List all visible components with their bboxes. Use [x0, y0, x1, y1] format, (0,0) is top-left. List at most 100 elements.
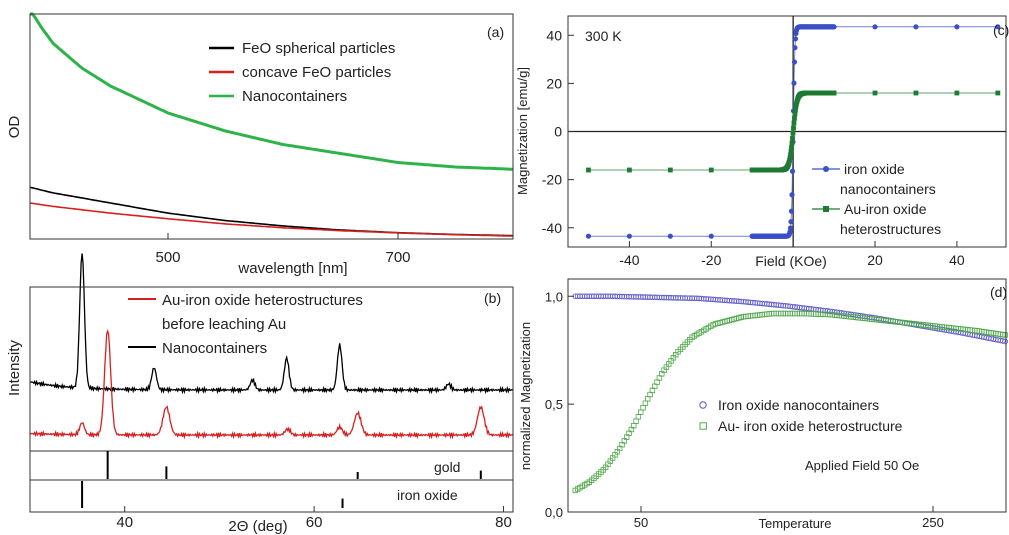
panel-c-legend-label-0b: nanocontainers — [840, 181, 936, 197]
panel-c-series-1-point-95 — [791, 120, 797, 126]
panel-a-xticks: 500 700 — [155, 233, 411, 266]
panel-c-yticks: -40 -20 0 20 40 — [542, 27, 574, 236]
panel-c-series-0-point-1 — [626, 233, 633, 239]
panel-a-label: (a) — [487, 24, 504, 40]
panel-b-frame — [29, 286, 514, 513]
panel-c-xtick-label-3: 40 — [949, 252, 965, 268]
panel-c-ytick-label-1: -20 — [542, 172, 562, 188]
panel-b-series-line-0 — [29, 253, 514, 395]
panel-d-series — [572, 293, 1008, 494]
panel-c-ytick-label-0: -40 — [542, 220, 562, 236]
panel-b-xlabel: 2Θ (deg) — [228, 518, 287, 535]
panel-d-xtick-label-1: 250 — [922, 515, 944, 530]
panel-c-series-1-point-98 — [793, 107, 798, 113]
panel-d-xtick-label-0: 50 — [634, 515, 648, 530]
panel-b-label: (b) — [484, 290, 501, 306]
panel-d: (d) Applied Field 50 Oe Iron oxide nanoc… — [518, 278, 1008, 531]
panel-a-xtick-label-1: 700 — [385, 249, 410, 266]
panel-c-series-1-point-90 — [789, 145, 794, 150]
panel-d-ytick-label-2: 1,0 — [545, 289, 563, 304]
panel-a-series-line-1 — [29, 202, 514, 237]
panel-c: 300 K (c) iron oxide nanocontainers Au-iro… — [515, 15, 1009, 269]
panel-d-series-0-point-183 — [999, 338, 1006, 344]
panel-b-ref-iron-oxide-label: iron oxide — [397, 487, 458, 503]
panel-d-legend-marker-1 — [699, 422, 707, 430]
panel-d-legend: Iron oxide nanocontainers Au- iron oxide … — [699, 397, 903, 434]
panel-d-xticks: 50 250 — [634, 506, 944, 530]
panel-c-ytick-label-2: 0 — [554, 124, 562, 140]
panel-d-frame — [567, 278, 1007, 513]
panel-d-series-1-point-184 — [1002, 332, 1008, 338]
panel-b-legend: Au-iron oxide heterostructures before lea… — [128, 292, 363, 357]
panel-c-series-1-point-8 — [954, 90, 960, 96]
panel-c-ytick-label-3: 20 — [546, 75, 562, 91]
panel-a-legend-label-0: FeO spherical particles — [242, 40, 395, 57]
panel-d-yticks: 0,0 0,5 1,0 — [545, 289, 574, 520]
panel-c-series — [585, 24, 1001, 239]
panel-c-xtick-label-1: -20 — [701, 252, 721, 268]
panel-c-series-1-point-3 — [708, 167, 714, 173]
panel-c-series-1-point-7 — [913, 90, 919, 96]
panel-b-legend-label-1: Nanocontainers — [162, 340, 267, 357]
panel-c-series-1-point-91 — [789, 140, 795, 146]
panel-c-series-0-point-2 — [667, 233, 673, 239]
panel-c-series-1-point-6 — [872, 90, 878, 96]
panel-c-series-0-point-97 — [792, 45, 798, 51]
panel-d-series-1-point-28 — [638, 409, 644, 415]
panel-b-ref-gold-label: gold — [434, 459, 460, 475]
panel-c-series-0-point-3 — [708, 233, 714, 239]
panel-c-series-1-point-89 — [788, 149, 794, 154]
panel-b-xticks: 40 60 80 — [116, 506, 512, 531]
panel-a-legend-label-1: concave FeO particles — [242, 64, 391, 81]
panel-b-xtick-label-0: 40 — [116, 514, 133, 531]
panel-c-legend-label-1: Au-iron oxide — [844, 201, 927, 217]
panel-d-series-1-point-30 — [642, 400, 649, 406]
panel-c-series-0-point-0 — [585, 233, 592, 239]
panel-c-series-1-point-86 — [787, 158, 792, 163]
panel-c-series-1-point-93 — [790, 130, 796, 136]
panel-a-frame — [29, 13, 514, 240]
panel-d-series-1-point-29 — [640, 405, 646, 411]
panel-c-xlabel: Field (KOe) — [755, 253, 827, 269]
panel-c-axes — [568, 16, 1006, 247]
panel-c-series-1-point-176 — [831, 90, 837, 96]
panel-c-series-1-point-99 — [793, 104, 799, 110]
panel-c-series-1-point-2 — [667, 167, 673, 173]
panel-c-series-0-point-96 — [791, 59, 798, 65]
panel-d-ylabel: normalized Magnetization — [518, 322, 533, 470]
panel-d-series-1-point-27 — [635, 414, 642, 420]
panel-c-legend-label-0: iron oxide — [844, 161, 905, 177]
panel-c-series-0-point-89 — [788, 219, 794, 225]
panel-b-xtick-label-1: 60 — [306, 514, 323, 531]
panel-c-series-0-point-176 — [831, 24, 837, 30]
panel-c-series-1-point-0 — [586, 167, 591, 173]
panel-c-series-0-point-92 — [789, 168, 796, 174]
panel-a-xtick-label-0: 500 — [155, 249, 180, 266]
panel-b-legend-label-0b: before leaching Au — [162, 316, 286, 333]
panel-c-series-0-point-95 — [791, 80, 797, 86]
panel-c-legend-marker-1 — [823, 206, 829, 212]
panel-b-ylabel: Intensity — [6, 340, 23, 396]
panel-c-annotation: 300 K — [585, 28, 622, 44]
panel-c-series-1-point-92 — [790, 135, 795, 141]
panel-c-series-1-point-94 — [791, 125, 796, 131]
panel-c-series-0-point-88 — [787, 225, 794, 231]
panel-b-series — [29, 253, 514, 440]
panel-d-ytick-label-1: 0,5 — [545, 397, 563, 412]
panel-c-series-1-point-96 — [792, 115, 797, 121]
panel-d-series-0-point-184 — [1002, 338, 1008, 345]
panel-d-ytick-label-0: 0,0 — [545, 505, 563, 520]
panel-d-annotation: Applied Field 50 Oe — [805, 458, 919, 473]
panel-d-xlabel: Temperature — [759, 516, 832, 531]
panel-c-legend-label-1b: heterostructures — [840, 221, 941, 237]
panel-c-label: (c) — [993, 22, 1009, 38]
panel-b-legend-label-0: Au-iron oxide heterostructures — [162, 292, 363, 309]
panel-c-series-0-point-7 — [913, 24, 919, 30]
panel-d-series-1-point-26 — [633, 418, 639, 424]
panel-c-series-0-point-98 — [792, 36, 799, 42]
panel-c-series-1-point-87 — [787, 155, 793, 161]
panel-a-xlabel: wavelength [nm] — [237, 260, 347, 277]
panel-c-xtick-label-0: -40 — [619, 252, 639, 268]
panel-a-legend-label-2: Nanocontainers — [242, 88, 347, 105]
